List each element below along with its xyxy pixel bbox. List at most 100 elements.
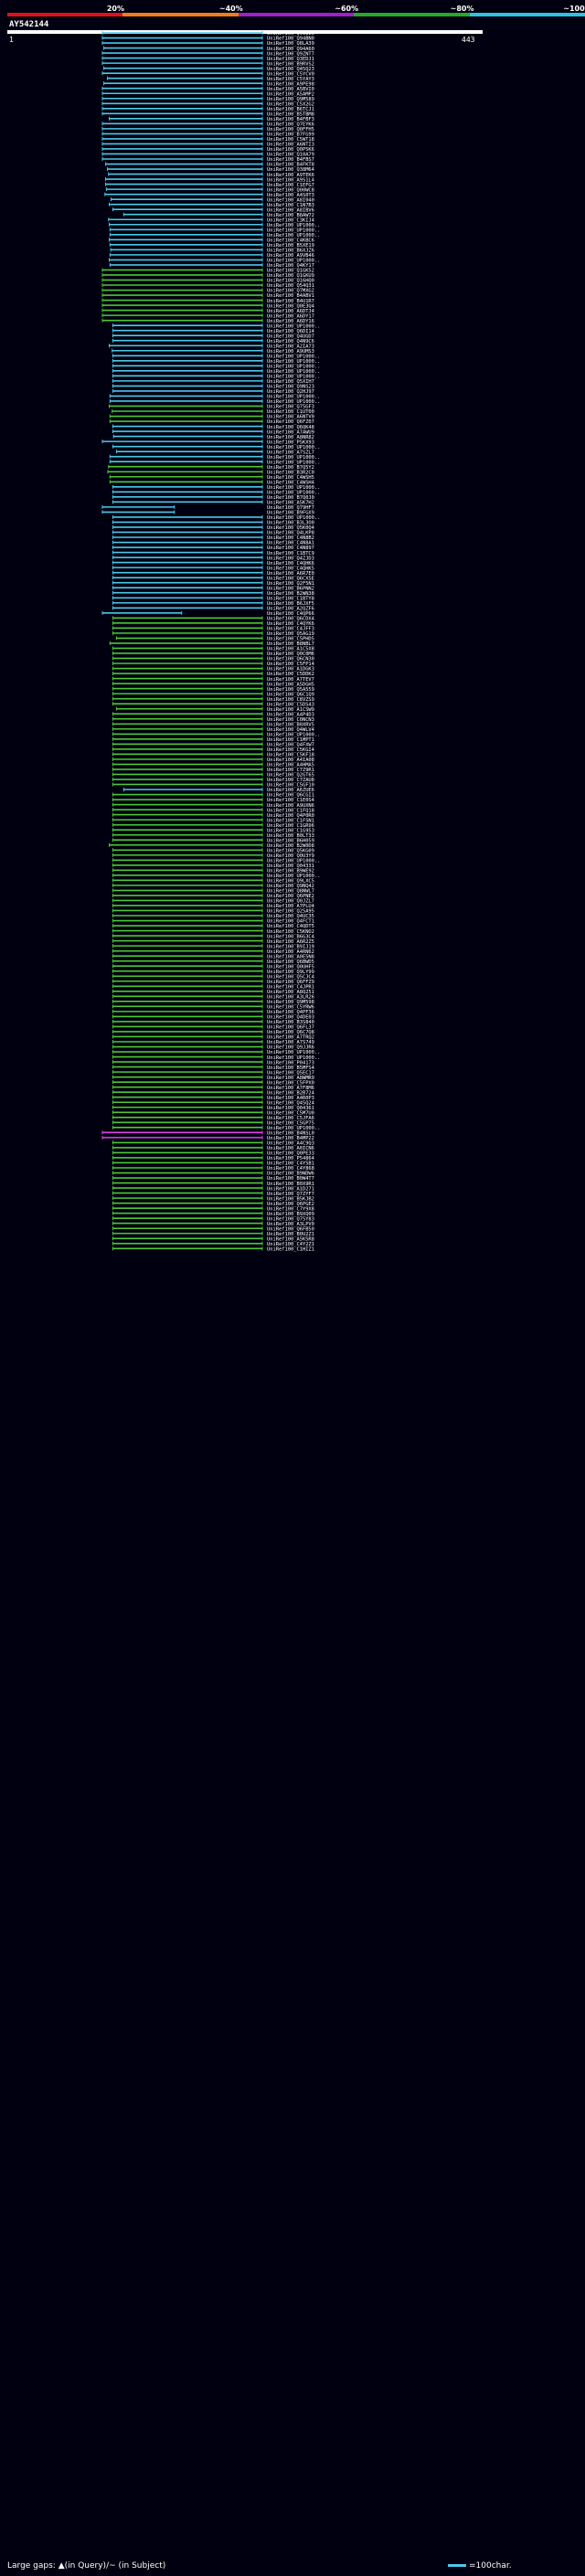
hit-row[interactable]: UniRef100_Q5CJC4 — [112, 974, 314, 980]
hit-row[interactable]: UniRef100_Q6QK48 — [112, 424, 314, 430]
hit-row[interactable]: UniRef100_Q6FL37 — [112, 1024, 314, 1031]
hit-row[interactable]: UniRef100_C4N8A1 — [112, 540, 314, 546]
hit-row[interactable]: UniRef100_C1E0S4 — [112, 798, 314, 803]
hit-row[interactable]: UniRef100_A7AWU9 — [112, 429, 314, 435]
hit-row[interactable]: UniRef100_C1BTY8 — [112, 596, 314, 601]
hit-row[interactable]: UniRef100_Q9NS23 — [112, 384, 314, 390]
hit-row[interactable]: UniRef100_B9RVS2 — [101, 61, 314, 67]
hit-row[interactable]: UniRef100_Q79HF7 — [101, 504, 314, 511]
hit-row[interactable]: UniRef100_Q6FFZ9 — [112, 979, 314, 985]
hit-row[interactable]: UniRef100_B6G3C4 — [112, 934, 314, 939]
hit-row[interactable]: UniRef100_Q8NWL7 — [112, 888, 314, 895]
hit-row[interactable]: UniRef100_UP1000.. — [109, 222, 321, 228]
hit-row[interactable]: UniRef100_Q6C1Q9 — [112, 692, 314, 697]
hit-row[interactable]: UniRef100_A8IBV6 — [112, 207, 314, 213]
hit-row[interactable]: UniRef100_Q2F5N1 — [112, 580, 314, 587]
hit-row[interactable]: UniRef100_B0LT33 — [112, 832, 314, 839]
hit-row[interactable]: UniRef100_B2WN38 — [112, 590, 314, 597]
hit-row[interactable]: UniRef100_Q5EC17 — [112, 1070, 314, 1076]
hit-row[interactable]: UniRef100_A7S749 — [112, 1040, 314, 1045]
hit-row[interactable]: UniRef100_UP1000.. — [112, 323, 320, 329]
hit-row[interactable]: UniRef100_B5MFS4 — [112, 1065, 314, 1071]
hit-row[interactable]: UniRef100_A8Q251 — [112, 989, 314, 995]
hit-row[interactable]: UniRef100_C7Z9R1 — [112, 767, 314, 773]
hit-row[interactable]: UniRef100_A7TRQ2 — [112, 1034, 314, 1041]
hit-row[interactable]: UniRef100_UP1000.. — [112, 1055, 320, 1061]
hit-row[interactable]: UniRef100_Q75GF3 — [109, 404, 314, 410]
hit-row[interactable]: UniRef100_UP1000.. — [112, 1050, 320, 1055]
hit-row[interactable]: UniRef100_Q9M589 — [101, 96, 314, 102]
hit-row[interactable]: UniRef100_A5BVI0 — [101, 86, 314, 92]
hit-row[interactable]: UniRef100_B9XQ09 — [112, 1211, 314, 1217]
hit-row[interactable]: UniRef100_Q0JZL7 — [112, 898, 314, 905]
hit-row[interactable]: UniRef100_Q04361 — [112, 1105, 314, 1111]
hit-row[interactable]: UniRef100_B9WDW6 — [112, 1171, 314, 1177]
hit-row[interactable]: UniRef100_C5FPX0 — [112, 1080, 314, 1086]
hit-row[interactable]: UniRef100_C5FP14 — [112, 662, 314, 667]
hit-row[interactable]: UniRef100_C5DS43 — [112, 702, 314, 707]
hit-row[interactable]: UniRef100_UP1000.. — [112, 1125, 320, 1131]
hit-row[interactable]: UniRef100_Q5KG09 — [112, 848, 314, 853]
hit-row[interactable]: UniRef100_C4Y868 — [112, 1166, 314, 1171]
hit-row[interactable]: UniRef100_B4FBS7 — [101, 157, 314, 163]
hit-row[interactable]: UniRef100_A5AMP2 — [101, 91, 314, 97]
hit-row[interactable]: UniRef100_UP1000.. — [109, 398, 320, 405]
hit-row[interactable]: UniRef100_UP1000.. — [109, 394, 320, 400]
hit-row[interactable]: UniRef100_Q6FZ07 — [109, 419, 314, 425]
hit-row[interactable]: UniRef100_B6H059 — [112, 838, 314, 843]
hit-row[interactable]: UniRef100_B4NSL0 — [101, 1130, 314, 1137]
hit-row[interactable]: UniRef100_A2QZF6 — [112, 606, 314, 611]
hit-row[interactable]: UniRef100_Q6CX5E — [112, 576, 314, 581]
hit-row[interactable]: UniRef100_B4FBF3 — [109, 116, 314, 122]
hit-row[interactable]: UniRef100_UP1000.. — [112, 732, 320, 737]
hit-row[interactable]: UniRef100_A9TEK6 — [108, 172, 314, 178]
hit-row[interactable]: UniRef100_A5DGH5 — [112, 682, 314, 687]
hit-row[interactable]: UniRef100_B0XRV5 — [112, 722, 314, 727]
hit-row[interactable]: UniRef100_Q4FCT1 — [112, 918, 314, 925]
hit-row[interactable]: UniRef100_A9PE98 — [103, 81, 314, 87]
hit-row[interactable]: UniRef100_Q00WC8 — [105, 187, 314, 193]
hit-row[interactable]: UniRef100_UP1000.. — [109, 228, 320, 233]
hit-row[interactable]: UniRef100_A9VB46 — [109, 252, 314, 259]
hit-row[interactable]: UniRef100_C5PHD5 — [115, 636, 314, 642]
hit-row[interactable]: UniRef100_C7ZAU8 — [112, 777, 314, 783]
hit-row[interactable]: UniRef100_A1CSW9 — [115, 706, 314, 713]
hit-row[interactable]: UniRef100_Q9SIL6 — [101, 31, 314, 37]
hit-row[interactable]: UniRef100_C5GF10 — [112, 782, 314, 789]
hit-row[interactable]: UniRef100_B4FKT8 — [105, 162, 314, 168]
hit-row[interactable]: UniRef100_A8I040 — [111, 197, 314, 203]
hit-row[interactable]: UniRef100_B7Q0J0 — [112, 494, 314, 501]
hit-row[interactable]: UniRef100_Q4UC35 — [112, 914, 314, 919]
hit-row[interactable]: UniRef100_Q0PE33 — [112, 1150, 314, 1157]
hit-row[interactable]: UniRef100_A9UMS3 — [112, 348, 314, 355]
hit-row[interactable]: UniRef100_B8NBL7 — [109, 641, 314, 647]
hit-row[interactable]: UniRef100_Q9ZNT7 — [101, 51, 314, 57]
hit-row[interactable]: UniRef100_Q9JJR6 — [112, 1044, 314, 1051]
hit-row[interactable]: UniRef100_C5M7U0 — [112, 1110, 314, 1116]
hit-row[interactable]: UniRef100_C5KF18 — [112, 752, 314, 758]
hit-row[interactable]: UniRef100_Q25A95 — [112, 908, 314, 915]
hit-row[interactable]: UniRef100_B0W4T7 — [112, 1176, 314, 1182]
hit-row[interactable]: UniRef100_C4QP66 — [101, 610, 314, 617]
hit-row[interactable]: UniRef100_C4N897 — [112, 546, 314, 551]
hit-row[interactable]: UniRef100_UP1000.. — [109, 258, 321, 264]
hit-row[interactable]: UniRef100_B0X9R1 — [112, 1181, 314, 1187]
hit-row[interactable]: UniRef100_UP1000.. — [112, 858, 320, 864]
hit-row[interactable]: UniRef100_C1UT00 — [112, 409, 314, 415]
hit-row[interactable]: UniRef100_C1EFG7 — [105, 182, 314, 188]
hit-row[interactable]: UniRef100_UP1000.. — [109, 232, 320, 239]
hit-row[interactable]: UniRef100_A7F8M6 — [112, 1085, 314, 1091]
hit-row[interactable]: UniRef100_C5YCV0 — [101, 71, 314, 77]
hit-row[interactable]: UniRef100_UP1000.. — [112, 490, 320, 496]
hit-row[interactable]: UniRef100_C5JFA6 — [112, 1115, 314, 1121]
hit-row[interactable]: UniRef100_Q0P5K6 — [101, 146, 314, 153]
hit-row[interactable]: UniRef100_Q0C0M6 — [112, 651, 314, 657]
hit-row[interactable]: UniRef100_C5YAY3 — [107, 76, 314, 82]
hit-row[interactable]: UniRef100_B4ABV1 — [101, 293, 314, 299]
hit-row[interactable]: UniRef100_C1FQ18 — [112, 808, 314, 813]
hit-row[interactable]: UniRef100_A4C9Q3 — [112, 1140, 314, 1147]
hit-row[interactable]: UniRef100_B5TBM8 — [101, 111, 314, 118]
hit-row[interactable]: UniRef100_Q4ZJD3 — [112, 556, 314, 561]
hit-row[interactable]: UniRef100_B9WE92 — [112, 868, 314, 875]
hit-row[interactable]: UniRef100_UP1000.. — [109, 460, 320, 465]
